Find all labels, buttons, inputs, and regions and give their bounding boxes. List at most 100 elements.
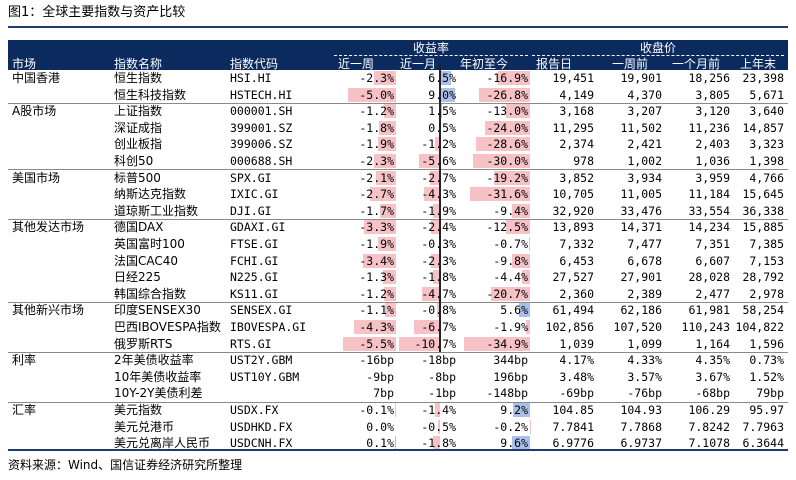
return-bar — [440, 104, 443, 119]
close-value-cell: 3,805 — [695, 87, 730, 102]
close-value-cell: 23,398 — [742, 71, 784, 85]
return-value: -26.8% — [486, 87, 528, 102]
header-close-yearend: 上年末 — [740, 57, 777, 71]
return-bar — [505, 104, 530, 119]
return-cell-m: -2.4% — [398, 219, 458, 235]
return-bar — [526, 320, 530, 334]
bottom-rule — [8, 449, 788, 451]
close-value-cell: 2,421 — [627, 137, 662, 152]
return-bar — [430, 220, 440, 235]
return-value: -6.7% — [421, 319, 456, 335]
index-code-cell: HSI.HI — [230, 71, 272, 85]
return-value: -1.3% — [359, 270, 394, 285]
return-value: -28.6% — [486, 137, 528, 152]
return-bar — [384, 286, 396, 301]
return-bar — [418, 154, 440, 168]
return-cell-m: -0.8% — [398, 302, 458, 318]
return-cell-m: 0.5% — [398, 120, 458, 136]
close-value-cell: 27,527 — [552, 270, 594, 285]
return-bar — [440, 87, 455, 102]
return-bar — [431, 253, 440, 268]
close-value-cell: 6,453 — [559, 253, 594, 268]
index-name-cell: 日经225 — [114, 270, 161, 285]
table-row: 韩国综合指数 KS11.GI -1.2% -4.7% -20.7% 2,360 2,389 2… — [8, 286, 788, 302]
return-value: -4.3% — [421, 186, 456, 202]
return-value: 9.2% — [500, 403, 528, 417]
return-cell-m: -0.3% — [398, 236, 458, 252]
close-value-cell: 2,374 — [559, 137, 594, 152]
return-cell-w: -1.2% — [334, 286, 396, 302]
close-value-cell: 4.33% — [627, 353, 662, 368]
group-separator — [8, 301, 788, 303]
close-value-cell: 18,256 — [688, 71, 730, 85]
index-name-cell: 美元指数 — [114, 403, 163, 417]
return-value: -1.9% — [421, 203, 456, 219]
close-value-cell: 28,792 — [742, 270, 784, 285]
close-value-cell: 5,671 — [749, 87, 784, 102]
index-code-cell: IXIC.GI — [230, 187, 279, 202]
table-row: 美元兑离岸人民币 USDCNH.FX 0.1% -1.8% 9.6% 6.9776 6.97… — [8, 435, 788, 451]
market-cell: 其他发达市场 — [12, 220, 85, 235]
return-cell-m: -4.3% — [398, 186, 458, 202]
return-cell-y: 9.2% — [460, 402, 530, 418]
return-bar — [375, 170, 396, 185]
return-bar — [490, 286, 530, 301]
return-value: 0.5% — [428, 120, 456, 135]
table-row: 纳斯达克指数 IXIC.GI -2.7% -4.3% -31.6% 10,705 11,00… — [8, 186, 788, 202]
close-value-cell: 3,120 — [695, 104, 730, 119]
close-value-cell: 13,893 — [552, 220, 594, 235]
return-cell-w: -1.9% — [334, 136, 396, 152]
return-value: -24.0% — [486, 120, 528, 135]
close-value-cell: 0.73% — [749, 353, 784, 368]
group-separator — [8, 169, 788, 171]
return-bar — [399, 336, 440, 351]
market-cell: 利率 — [12, 353, 37, 368]
return-value: -0.5% — [421, 419, 456, 434]
return-bar — [379, 203, 396, 218]
index-code-cell: FCHI.GI — [230, 253, 279, 268]
header-market: 市场 — [12, 57, 37, 71]
return-cell-y: -9.4% — [460, 203, 530, 219]
index-name-cell: 美元兑港币 — [114, 419, 175, 434]
close-value-cell: 3,934 — [627, 170, 662, 185]
close-value-cell: 1,398 — [749, 154, 784, 168]
return-cell-m: -1.8% — [398, 269, 458, 285]
index-name-cell: 10Y-2Y美债利差 — [114, 386, 203, 401]
close-value-cell: 3,323 — [749, 137, 784, 152]
return-bar — [479, 87, 530, 102]
group-separator — [8, 102, 788, 104]
index-code-cell: 000001.SH — [230, 104, 293, 119]
table-row: 中国香港 恒生指数 HSI.HI -2.3% 6.5% -16.9% 19,451 19,90… — [8, 70, 788, 86]
return-value: -13.0% — [486, 104, 528, 119]
return-bar — [506, 220, 530, 235]
return-value: -148bp — [486, 386, 528, 401]
return-value: 0.1% — [366, 436, 394, 451]
close-value-cell: 4.35% — [695, 353, 730, 368]
return-value: -1.9% — [359, 237, 394, 251]
return-value: -2.3% — [359, 154, 394, 168]
return-cell-y: -20.7% — [460, 286, 530, 302]
index-code-cell: HSTECH.HI — [230, 87, 293, 102]
return-value: 196bp — [493, 369, 528, 384]
return-value: -0.2% — [493, 419, 528, 434]
close-value-cell: 2,477 — [695, 286, 730, 301]
group-separator — [8, 351, 788, 353]
return-value: 5.6% — [500, 303, 528, 318]
return-cell-m: -1.9% — [398, 203, 458, 219]
return-bar — [511, 436, 530, 451]
close-value-cell: 27,901 — [620, 270, 662, 285]
index-name-cell: 英国富时100 — [114, 237, 185, 251]
return-cell-y: -34.9% — [460, 336, 530, 352]
return-cell-y: -16.9% — [460, 70, 530, 86]
return-value: -1.1% — [359, 303, 394, 318]
close-value-cell: 6.3644 — [742, 436, 784, 451]
figure-title: 图1：全球主要指数与资产比较 — [8, 5, 186, 20]
index-code-cell: SPX.GI — [230, 170, 272, 185]
return-cell-y: -31.6% — [460, 186, 530, 202]
close-value-cell: 4,766 — [749, 170, 784, 185]
index-code-cell: 399001.SZ — [230, 120, 293, 135]
return-cell-m: -2.3% — [398, 253, 458, 269]
close-value-cell: 1,002 — [627, 154, 662, 168]
return-cell-w: -1.1% — [334, 302, 396, 318]
return-cell-w: -2.1% — [334, 170, 396, 186]
